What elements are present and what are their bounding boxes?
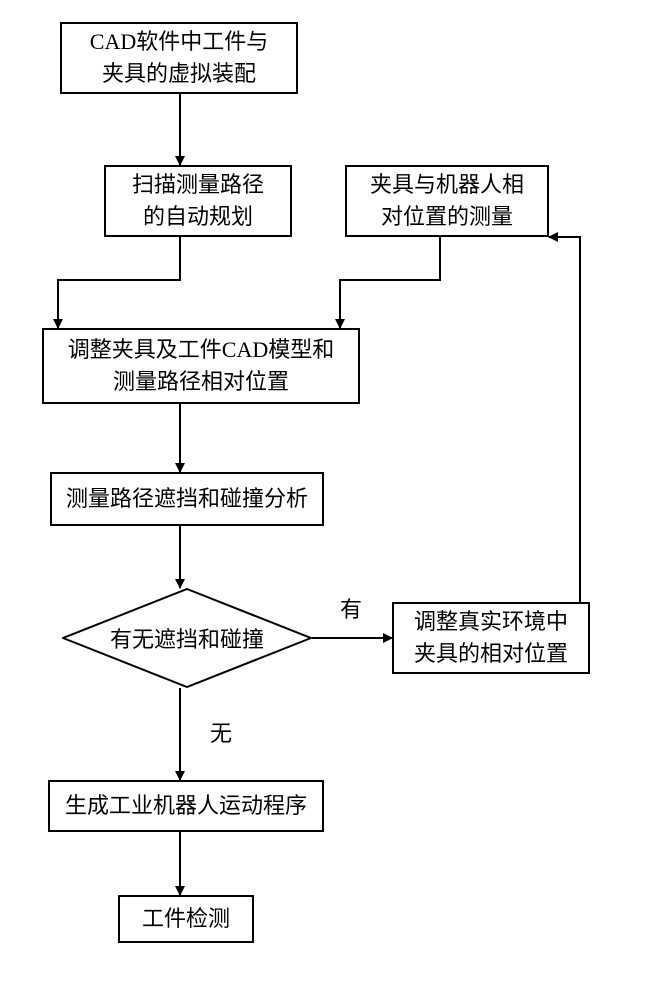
edge-label-yes: 有: [340, 592, 362, 624]
node-label: 调整真实环境中夹具的相对位置: [414, 606, 568, 670]
edge-label-text: 有: [340, 597, 362, 622]
node-label: 扫描测量路径的自动规划: [132, 169, 264, 233]
node-label: 测量路径遮挡和碰撞分析: [66, 483, 308, 515]
node-label: 有无遮挡和碰撞: [110, 622, 264, 654]
flow-node-collision-analysis: 测量路径遮挡和碰撞分析: [50, 472, 324, 526]
edge-label-no: 无: [210, 716, 232, 748]
flow-node-workpiece-inspection: 工件检测: [118, 895, 254, 943]
node-label: 工件检测: [142, 903, 230, 935]
flow-node-generate-robot-program: 生成工业机器人运动程序: [48, 780, 324, 832]
flow-node-adjust-cad-model: 调整夹具及工件CAD模型和测量路径相对位置: [42, 328, 360, 404]
flow-node-scan-path-planning: 扫描测量路径的自动规划: [104, 165, 292, 237]
flow-decision-collision-check: 有无遮挡和碰撞: [62, 588, 312, 688]
flow-node-cad-virtual-assembly: CAD软件中工件与夹具的虚拟装配: [60, 22, 298, 94]
node-label: 生成工业机器人运动程序: [65, 790, 307, 822]
flow-node-fixture-robot-position: 夹具与机器人相对位置的测量: [345, 165, 549, 237]
edge-label-text: 无: [210, 721, 232, 746]
node-label: 夹具与机器人相对位置的测量: [370, 169, 524, 233]
node-label: CAD软件中工件与夹具的虚拟装配: [90, 26, 268, 90]
node-label: 调整夹具及工件CAD模型和测量路径相对位置: [68, 334, 334, 398]
flow-node-adjust-real-fixture: 调整真实环境中夹具的相对位置: [392, 602, 590, 674]
